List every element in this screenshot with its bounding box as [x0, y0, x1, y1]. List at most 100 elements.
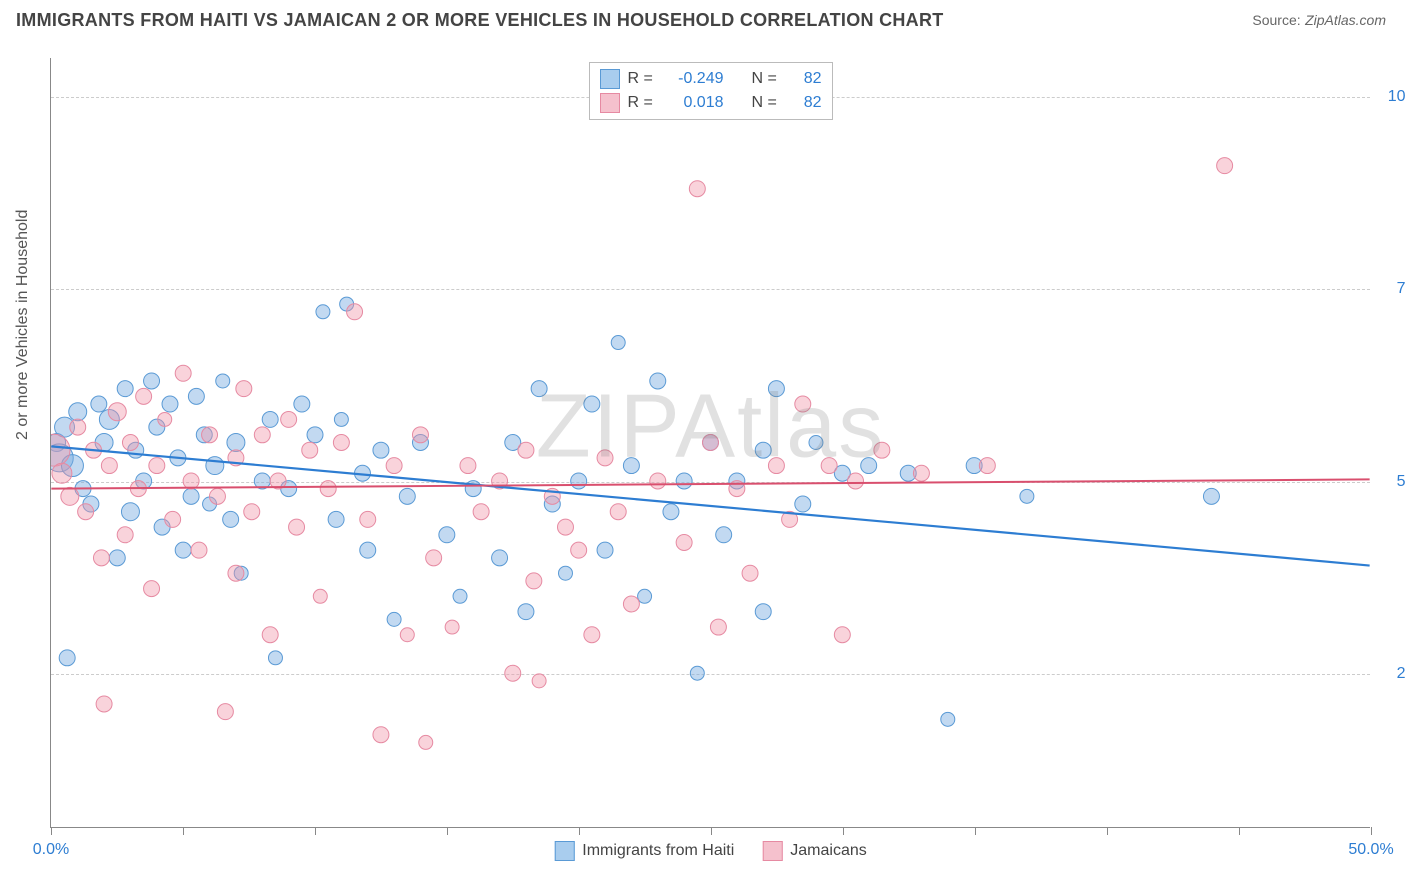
data-point-haiti [597, 542, 613, 558]
chart-plot-area: ZIPAtlas R = -0.249 N = 82 R = 0.018 N =… [50, 58, 1370, 828]
data-point-jamaican [419, 735, 433, 749]
data-point-haiti [227, 434, 245, 452]
scatter-svg [51, 58, 1370, 827]
data-point-haiti [162, 396, 178, 412]
data-point-jamaican [244, 504, 260, 520]
data-point-jamaican [518, 442, 534, 458]
data-point-haiti [861, 458, 877, 474]
data-point-jamaican [228, 565, 244, 581]
data-point-haiti [109, 550, 125, 566]
data-point-haiti [399, 488, 415, 504]
data-point-haiti [518, 604, 534, 620]
y-tick-label: 25.0% [1397, 665, 1406, 683]
data-point-haiti [316, 305, 330, 319]
stats-row-jamaican: R = 0.018 N = 82 [600, 91, 822, 115]
data-point-jamaican [742, 565, 758, 581]
data-point-haiti [334, 412, 348, 426]
data-point-haiti [262, 411, 278, 427]
trend-line-jamaican [51, 479, 1369, 488]
data-point-jamaican [848, 473, 864, 489]
source-value: ZipAtlas.com [1305, 12, 1386, 28]
data-point-haiti [941, 712, 955, 726]
data-point-haiti [571, 473, 587, 489]
data-point-jamaican [289, 519, 305, 535]
data-point-jamaican [96, 696, 112, 712]
data-point-haiti [91, 396, 107, 412]
data-point-haiti [716, 527, 732, 543]
data-point-jamaican [202, 427, 218, 443]
x-tick [579, 827, 580, 835]
data-point-jamaican [445, 620, 459, 634]
data-point-haiti [809, 436, 823, 450]
x-tick-label: 0.0% [33, 841, 69, 859]
data-point-jamaican [149, 458, 165, 474]
data-point-haiti [59, 650, 75, 666]
data-point-haiti [439, 527, 455, 543]
swatch-haiti [600, 69, 620, 89]
data-point-haiti [584, 396, 600, 412]
x-tick [711, 827, 712, 835]
y-tick-label: 100.0% [1388, 88, 1406, 106]
data-point-jamaican [117, 527, 133, 543]
source-attribution: Source: ZipAtlas.com [1252, 12, 1386, 30]
data-point-haiti [650, 373, 666, 389]
data-point-jamaican [52, 463, 72, 483]
data-point-haiti [223, 511, 239, 527]
x-tick-label: 50.0% [1348, 841, 1393, 859]
data-point-haiti [117, 381, 133, 397]
data-point-haiti [206, 457, 224, 475]
data-point-jamaican [610, 504, 626, 520]
data-point-jamaican [78, 504, 94, 520]
data-point-jamaican [373, 727, 389, 743]
data-point-haiti [623, 458, 639, 474]
data-point-jamaican [254, 427, 270, 443]
data-point-haiti [755, 442, 771, 458]
data-point-haiti [676, 473, 692, 489]
data-point-jamaican [505, 665, 521, 681]
data-point-jamaican [460, 458, 476, 474]
data-point-jamaican [710, 619, 726, 635]
data-point-jamaican [768, 458, 784, 474]
data-point-haiti [268, 651, 282, 665]
y-tick-label: 50.0% [1397, 473, 1406, 491]
data-point-haiti [307, 427, 323, 443]
data-point-haiti [387, 612, 401, 626]
y-tick-label: 75.0% [1397, 280, 1406, 298]
data-point-haiti [638, 589, 652, 603]
data-point-jamaican [676, 534, 692, 550]
data-point-haiti [755, 604, 771, 620]
data-point-jamaican [165, 511, 181, 527]
data-point-jamaican [101, 458, 117, 474]
x-tick [975, 827, 976, 835]
data-point-jamaican [834, 627, 850, 643]
data-point-haiti [611, 336, 625, 350]
data-point-jamaican [412, 427, 428, 443]
data-point-jamaican [386, 458, 402, 474]
data-point-jamaican [650, 473, 666, 489]
data-point-jamaican [473, 504, 489, 520]
x-tick [1239, 827, 1240, 835]
data-point-jamaican [70, 419, 86, 435]
x-tick [843, 827, 844, 835]
x-tick [315, 827, 316, 835]
data-point-haiti [121, 503, 139, 521]
data-point-jamaican [526, 573, 542, 589]
x-tick [183, 827, 184, 835]
swatch-jamaican [600, 93, 620, 113]
data-point-haiti [144, 373, 160, 389]
n-value-jamaican: 82 [786, 94, 822, 112]
n-label: N = [752, 94, 778, 112]
legend-item-haiti: Immigrants from Haiti [554, 841, 734, 861]
data-point-jamaican [689, 181, 705, 197]
n-value-haiti: 82 [786, 70, 822, 88]
stats-legend: R = -0.249 N = 82 R = 0.018 N = 82 [589, 62, 833, 120]
data-point-jamaican [122, 435, 138, 451]
data-point-jamaican [400, 628, 414, 642]
legend-label-haiti: Immigrants from Haiti [582, 842, 734, 860]
data-point-haiti [1203, 488, 1219, 504]
data-point-jamaican [93, 550, 109, 566]
x-tick [447, 827, 448, 835]
x-tick [51, 827, 52, 835]
data-point-jamaican [426, 550, 442, 566]
data-point-jamaican [913, 465, 929, 481]
